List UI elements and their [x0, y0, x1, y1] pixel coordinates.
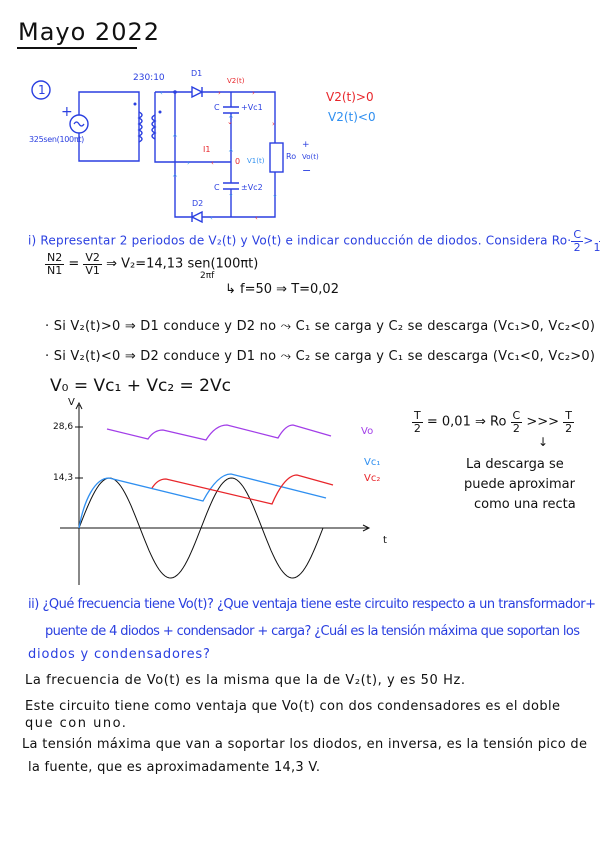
- tick-label-high: 28,6: [53, 422, 74, 432]
- d1-label: D1: [191, 69, 203, 78]
- svg-text:›: ›: [252, 89, 255, 97]
- primary-coil: [137, 111, 143, 143]
- svg-text:‹: ‹: [211, 159, 214, 167]
- vo-minus: −: [302, 164, 312, 177]
- y-axis-arrow: [75, 401, 83, 410]
- side-note-line1: La descarga se: [466, 457, 564, 472]
- x-axis-arrow: [362, 524, 371, 532]
- answer-line4: La tensión máxima que van a soportar los…: [22, 737, 588, 752]
- svg-text:›: ›: [187, 159, 190, 167]
- part-i-question: i) Representar 2 periodos de V₂(t) y Vo(…: [28, 229, 600, 253]
- answer-line1: La frecuencia de Vo(t) es la misma que l…: [25, 673, 466, 688]
- vc2-label: ±Vc2: [241, 183, 263, 192]
- transformer-equation: N2 N1 = V2 V1 ⇒ V₂=14,13 sen(100πt): [45, 251, 259, 277]
- primary-loop: [78, 91, 140, 162]
- problem-number: 1: [38, 83, 46, 97]
- problem-number-circle: [31, 80, 51, 100]
- diode-d1-icon: [191, 85, 204, 99]
- v2-series: [78, 477, 324, 579]
- svg-text:⌄: ⌄: [227, 118, 233, 126]
- svg-text:^: ^: [172, 134, 178, 142]
- source-label: 325sen(100πt): [29, 135, 84, 144]
- svg-text:^: ^: [228, 115, 234, 123]
- bridge-outer-wire: [155, 91, 276, 218]
- side-note-line2: puede aproximar: [464, 477, 575, 492]
- title-underline: [17, 47, 137, 49]
- svg-text:‹: ‹: [210, 214, 213, 222]
- vo-plus: +: [302, 140, 310, 150]
- vo-series: [106, 424, 332, 441]
- output-equation: V₀ = Vc₁ + Vc₂ = 2Vc: [50, 376, 231, 396]
- source-plus: +: [61, 104, 73, 120]
- transformer-ratio: 230:10: [133, 73, 165, 83]
- side-arrow: ↓: [538, 435, 549, 449]
- bullet-negative: · Si V₂(t)<0 ⇒ D2 conduce y D1 no ⤳ C₂ s…: [45, 349, 596, 364]
- svg-text:›: ›: [218, 89, 221, 97]
- v1-label: V1(t): [247, 157, 265, 165]
- part-ii-question-line2: puente de 4 diodos + condensador + carga…: [45, 624, 580, 639]
- vo-label: Vo(t): [302, 153, 319, 161]
- svg-text:^: ^: [228, 149, 234, 157]
- answer-line3: que con uno.: [25, 716, 128, 731]
- condition-positive: V2(t)>0: [326, 90, 374, 104]
- svg-text:‹: ‹: [255, 214, 258, 222]
- i1-label: I1: [203, 145, 211, 154]
- legend-vo: Vo: [361, 426, 374, 437]
- side-note-line3: como una recta: [474, 497, 576, 512]
- svg-text:‹: ‹: [160, 89, 163, 97]
- vc1-series: [78, 473, 327, 529]
- svg-text:›: ›: [272, 120, 275, 128]
- svg-text:^: ^: [172, 174, 178, 182]
- omega-note: 2πf: [200, 271, 215, 281]
- svg-text:⌄: ⌄: [272, 191, 278, 199]
- legend-vc2: Vc₂: [364, 473, 381, 484]
- period-equation: ↳ f=50 ⇒ T=0,02: [225, 282, 339, 297]
- vc1-label: +Vc1: [241, 103, 263, 112]
- condition-negative: V2(t)<0: [328, 110, 376, 124]
- ro-label: Ro: [286, 152, 297, 161]
- vc2-series: [151, 474, 334, 505]
- legend-vc1: Vc₁: [364, 457, 381, 468]
- y-axis-label: V: [68, 397, 75, 408]
- load-resistor: [269, 142, 284, 173]
- v2-label: V2(t): [227, 77, 245, 85]
- c1-label: C: [214, 103, 220, 112]
- c2-label: C: [214, 183, 220, 192]
- d2-label: D2: [192, 199, 204, 208]
- secondary-wire: [154, 92, 231, 163]
- answer-line2: Este circuito tiene como ventaja que Vo(…: [25, 699, 561, 714]
- svg-text:⌄: ⌄: [228, 190, 234, 198]
- diode-d2-icon: [190, 210, 203, 224]
- page-title: Mayo 2022: [18, 18, 161, 46]
- bullet-positive: · Si V₂(t)>0 ⇒ D1 conduce y D2 no ⤳ C₁ s…: [45, 319, 596, 334]
- node0-label: 0: [235, 157, 241, 166]
- x-axis-label: t: [383, 535, 387, 546]
- capacitor-branch: [223, 92, 239, 217]
- tick-label-low: 14,3: [53, 473, 74, 483]
- part-ii-question-line1: ii) ¿Qué frecuencia tiene Vo(t)? ¿Que ve…: [28, 597, 596, 612]
- answer-line5: la fuente, que es aproximadamente 14,3 V…: [28, 760, 321, 775]
- part-ii-question-line3: diodos y condensadores?: [28, 647, 211, 662]
